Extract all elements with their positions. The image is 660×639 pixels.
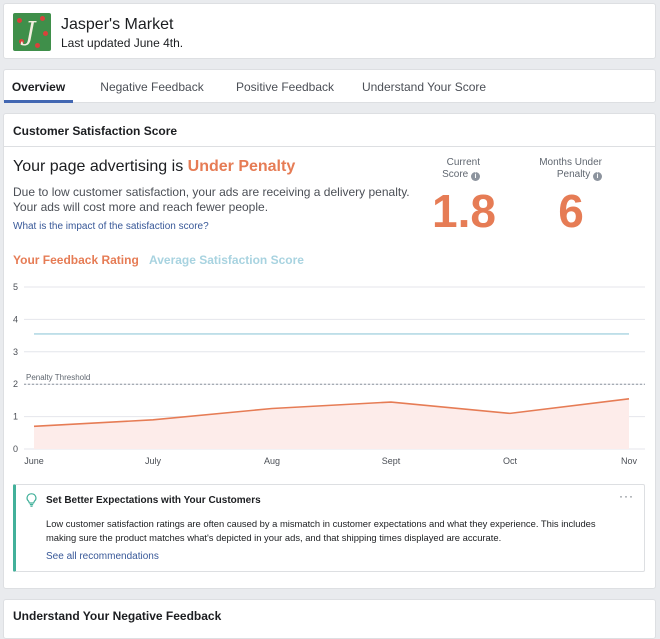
legend-average-satisfaction-score[interactable]: Average Satisfaction Score [149,253,304,267]
info-icon[interactable]: i [593,172,602,181]
more-options-button[interactable]: ··· [619,489,634,503]
current-score-label-line1: Current [446,157,480,168]
months-under-penalty-value: 6 [558,185,584,237]
y-tick-label: 1 [13,412,18,422]
section-divider [4,146,655,147]
y-tick-label: 3 [13,347,18,357]
penalty-heading-prefix: Your page advertising is [13,158,188,175]
y-tick-label: 5 [13,282,18,292]
avatar-decoration [17,18,22,23]
page-header: J Jasper's Market Last updated June 4th. [3,3,656,59]
tab-understand-your-score[interactable]: Understand Your Score [361,80,487,94]
satisfaction-score-card: Customer Satisfaction Score Your page ad… [3,113,656,589]
tab-bar: Overview Negative Feedback Positive Feed… [3,69,656,103]
x-tick-label: Aug [264,456,280,466]
penalty-heading: Your page advertising is Under Penalty [13,158,295,176]
avatar-decoration [19,39,24,44]
current-score-label-line2: Score i [424,169,480,181]
y-tick-label: 0 [13,444,18,454]
x-tick-label: June [24,456,44,466]
negative-feedback-card: Understand Your Negative Feedback [3,599,656,639]
y-tick-label: 2 [13,379,18,389]
section-title: Customer Satisfaction Score [13,124,178,138]
series-area-fill [34,398,629,449]
info-icon[interactable]: i [471,172,480,181]
current-score-label: Current Score i [424,157,480,181]
x-tick-label: Sept [382,456,401,466]
negative-feedback-title: Understand Your Negative Feedback [13,609,222,623]
see-all-recommendations-link[interactable]: See all recommendations [46,551,159,562]
months-under-penalty-label-line2: Penalty i [524,169,602,181]
penalty-threshold-label: Penalty Threshold [26,373,90,382]
penalty-description: Due to low customer satisfaction, your a… [13,185,410,214]
months-under-penalty-label-line1: Months Under [539,157,602,168]
tab-negative-feedback[interactable]: Negative Feedback [100,80,204,94]
current-score-value: 1.8 [432,185,496,237]
avatar-decoration [43,31,48,36]
avatar-decoration [35,43,40,48]
y-tick-label: 4 [13,314,18,324]
tab-positive-feedback[interactable]: Positive Feedback [235,80,335,94]
penalty-status: Under Penalty [187,158,296,175]
tab-overview[interactable]: Overview [4,70,73,103]
lightbulb-icon [26,493,37,507]
months-under-penalty-label: Months Under Penalty i [524,157,602,181]
avatar-decoration [40,16,45,21]
page-name: Jasper's Market [61,16,174,33]
last-updated-text: Last updated June 4th. [61,36,184,50]
impact-link[interactable]: What is the impact of the satisfaction s… [13,221,209,232]
avatar-logo-icon: J [25,17,36,47]
feedback-rating-chart: 0 1 2 3 4 5 Penalty Threshold June July Aug Sept Oc… [13,282,645,466]
x-tick-label: July [145,456,162,466]
recommendation-title: Set Better Expectations with Your Custom… [46,495,261,506]
x-tick-label: Oct [503,456,518,466]
x-tick-label: Nov [621,456,638,466]
page-avatar[interactable]: J [13,13,51,51]
legend-your-feedback-rating[interactable]: Your Feedback Rating [13,253,139,267]
recommendation-box: Set Better Expectations with Your Custom… [13,484,645,572]
series-line [33,397,630,428]
recommendation-body: Low customer satisfaction ratings are of… [46,518,596,543]
